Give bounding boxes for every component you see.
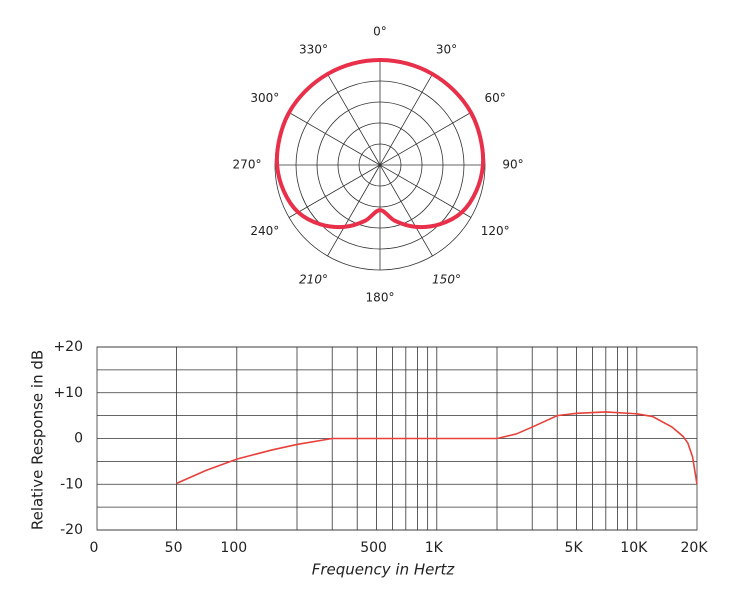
polar-curve: [274, 57, 486, 230]
angle-label: 300°: [250, 91, 279, 105]
angle-label: 240°: [250, 224, 279, 238]
polar-spoke: [327, 164, 381, 257]
y-axis-label: Relative Response in dB: [29, 350, 47, 530]
y-tick-label: +10: [53, 385, 83, 401]
polar-spoke: [379, 112, 472, 166]
x-tick-label: 20K: [681, 540, 709, 556]
angle-label: 0°: [373, 25, 387, 39]
x-axis-label: Frequency in Hertz: [312, 561, 456, 579]
y-tick-label: 0: [74, 431, 83, 447]
x-tick-label: 100: [220, 540, 247, 556]
y-tick-label: +20: [53, 339, 83, 355]
angle-label: 30°: [436, 42, 457, 56]
polar-spoke: [379, 73, 433, 166]
x-tick-label: 500: [360, 540, 387, 556]
angle-label: 120°: [481, 224, 510, 238]
angle-label: 60°: [485, 91, 506, 105]
x-tick-label: 5K: [565, 540, 584, 556]
response-line: [176, 411, 698, 485]
polar-spoke: [288, 112, 381, 166]
angle-label: 210°: [299, 273, 328, 287]
angle-label: 270°: [233, 158, 262, 172]
y-tick-label: -10: [60, 476, 83, 492]
polar-spoke: [379, 164, 433, 257]
y-tick-label: -20: [60, 522, 83, 538]
polar-spoke: [327, 73, 381, 166]
x-tick-label: 10K: [620, 540, 648, 556]
polar-spoke: [288, 164, 381, 218]
x-tick-label: 0: [90, 540, 99, 556]
polar-spoke: [379, 164, 472, 218]
x-tick-label: 50: [165, 540, 183, 556]
angle-label: 90°: [502, 158, 523, 172]
angle-label: 180°: [366, 291, 395, 305]
x-tick-label: 1K: [425, 540, 444, 556]
angle-label: 150°: [432, 273, 461, 287]
angle-label: 330°: [299, 42, 328, 56]
